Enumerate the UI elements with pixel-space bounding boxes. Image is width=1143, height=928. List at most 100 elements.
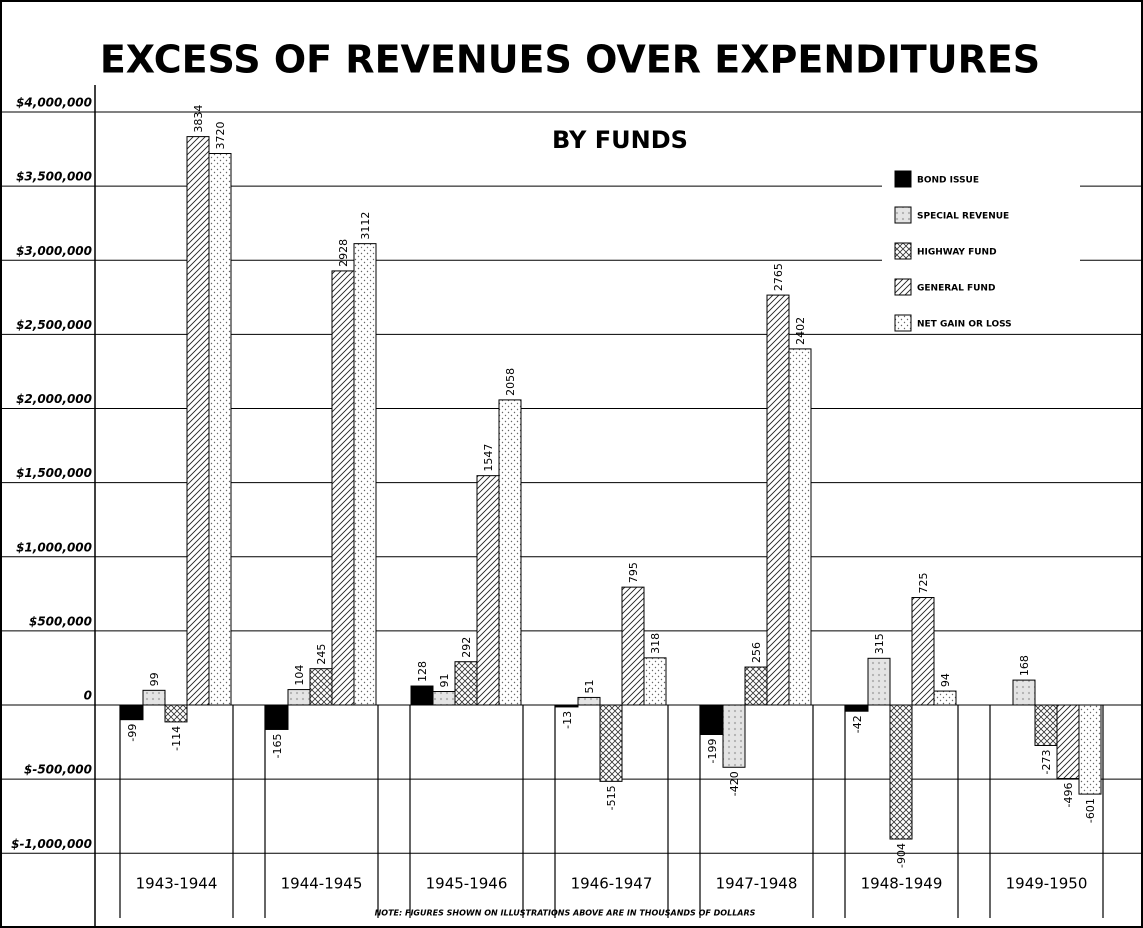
value-label: 3720 (214, 122, 227, 150)
y-tick-label: $2,500,000 (16, 318, 92, 332)
bar (454, 661, 478, 706)
y-tick-label: $-1,000,000 (11, 837, 92, 851)
x-tick-label: 1945-1946 (426, 875, 508, 893)
bar (1034, 704, 1058, 746)
bar (599, 704, 623, 782)
value-label: 3112 (359, 212, 372, 240)
y-tick-label: $2,000,000 (16, 392, 92, 406)
value-label: -99 (126, 724, 139, 742)
x-tick-label: 1949-1950 (1006, 875, 1088, 893)
value-label: -273 (1040, 749, 1053, 774)
value-label: 168 (1018, 655, 1031, 676)
bar (577, 696, 601, 706)
value-label: -199 (706, 739, 719, 764)
bar (700, 704, 724, 736)
x-tick-label: 1948-1949 (861, 875, 943, 893)
bar (353, 243, 377, 706)
value-label: 256 (750, 642, 763, 663)
note: NOTE: FIGURES SHOWN ON ILLUSTRATIONS ABO… (375, 909, 756, 918)
value-label: -165 (271, 733, 284, 758)
y-tick-label: $4,000,000 (16, 96, 92, 110)
legend-swatch (894, 314, 912, 332)
bar (889, 704, 913, 840)
bar (476, 475, 500, 706)
value-label: 725 (917, 573, 930, 594)
value-label: 99 (148, 672, 161, 686)
value-label: 1547 (482, 444, 495, 472)
bar (867, 657, 891, 706)
y-tick-label: $1,000,000 (16, 540, 92, 554)
value-label: 795 (627, 562, 640, 583)
bar (309, 668, 333, 706)
value-label: -420 (728, 771, 741, 796)
bar (265, 704, 289, 730)
bar (911, 597, 935, 706)
y-tick-label: $3,000,000 (16, 244, 92, 258)
y-tick-label: $3,500,000 (16, 170, 92, 184)
value-label: -515 (605, 785, 618, 810)
bar (933, 690, 957, 706)
value-label: 3834 (192, 105, 205, 133)
bar (555, 704, 579, 708)
bar (331, 270, 355, 706)
value-label: -42 (851, 715, 864, 733)
y-tick-label: $500,000 (29, 614, 92, 628)
value-label: 2058 (504, 368, 517, 396)
bar (744, 666, 768, 706)
chart-title: EXCESS OF REVENUES OVER EXPENDITURES (100, 38, 1040, 82)
legend-box (882, 158, 1080, 330)
bar (186, 136, 210, 706)
legend-label: NET GAIN OR LOSS (917, 320, 1012, 330)
legend-label: SPECIAL REVENUE (917, 212, 1009, 222)
value-label: 245 (315, 644, 328, 665)
legend-swatch (894, 278, 912, 296)
legend-swatch (894, 242, 912, 260)
value-label: 315 (873, 633, 886, 654)
bar (643, 657, 667, 706)
value-label: -496 (1062, 783, 1075, 808)
bar (432, 691, 456, 706)
y-tick-label: $1,500,000 (16, 466, 92, 480)
y-tick-label: 0 (84, 689, 92, 703)
legend-swatch (894, 206, 912, 224)
value-label: -904 (895, 843, 908, 868)
y-tick-label: $-500,000 (24, 763, 92, 777)
value-label: 2402 (794, 317, 807, 345)
x-tick-label: 1944-1945 (281, 875, 363, 893)
value-label: 91 (438, 674, 451, 688)
bar (498, 399, 522, 706)
bar (287, 689, 311, 706)
bar (845, 704, 869, 712)
bar (1056, 704, 1080, 780)
legend-label: GENERAL FUND (917, 284, 995, 294)
value-label: -13 (561, 711, 574, 729)
chart-subtitle: BY FUNDS (552, 126, 688, 154)
legend-label: HIGHWAY FUND (917, 248, 997, 258)
value-label: 2765 (772, 263, 785, 291)
bar (788, 348, 812, 706)
bar (766, 294, 790, 706)
x-tick-label: 1946-1947 (571, 875, 653, 893)
value-label: 51 (583, 679, 596, 693)
bar (1078, 704, 1102, 795)
value-label: 2928 (337, 239, 350, 267)
value-label: 94 (939, 673, 952, 687)
value-label: -601 (1084, 798, 1097, 823)
bar (1012, 679, 1036, 706)
bar (208, 153, 232, 706)
bar (164, 704, 188, 723)
legend-swatch (894, 170, 912, 188)
value-label: 128 (416, 661, 429, 682)
value-label: -114 (170, 726, 183, 751)
bar (142, 689, 166, 706)
x-tick-label: 1947-1948 (716, 875, 798, 893)
bar (722, 704, 746, 768)
bar (120, 704, 144, 721)
bar (621, 586, 645, 706)
bar (410, 685, 434, 706)
x-tick-label: 1943-1944 (136, 875, 218, 893)
value-label: 104 (293, 665, 306, 686)
value-label: 292 (460, 637, 473, 658)
